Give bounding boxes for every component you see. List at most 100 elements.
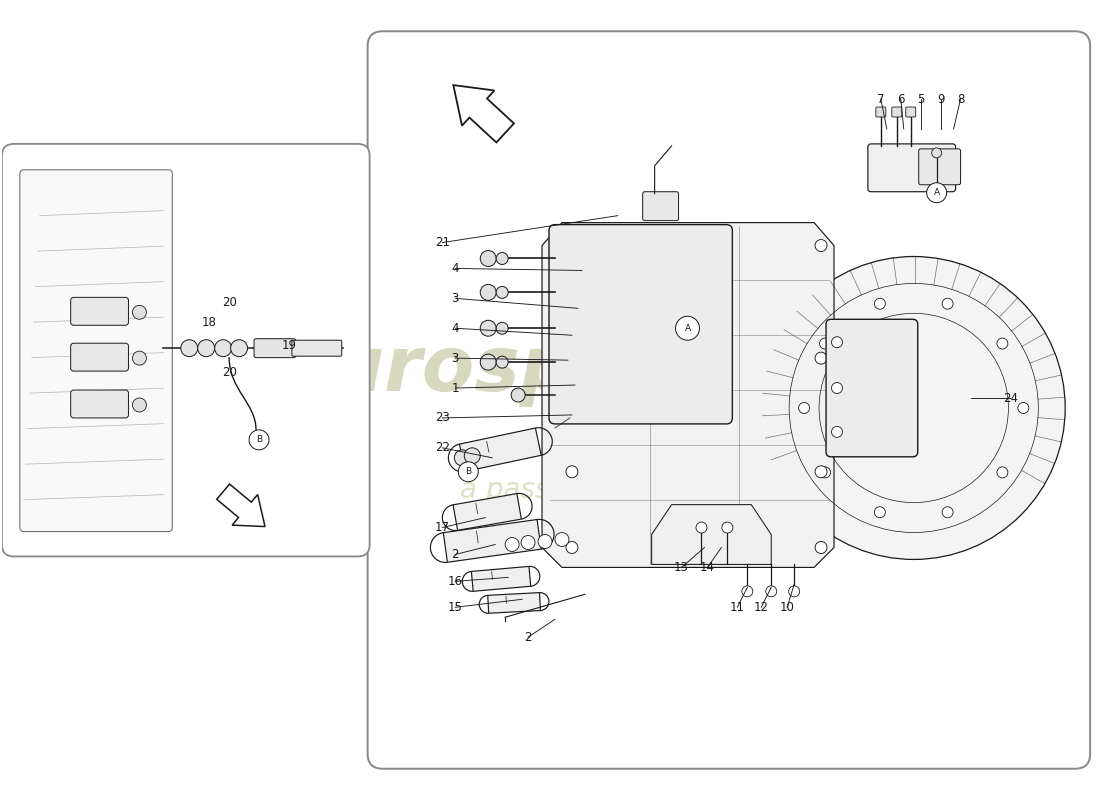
FancyBboxPatch shape	[642, 192, 679, 221]
Text: 18: 18	[201, 316, 217, 329]
FancyBboxPatch shape	[868, 144, 956, 192]
FancyBboxPatch shape	[20, 170, 173, 531]
Text: 1: 1	[452, 382, 459, 394]
Text: 20: 20	[222, 296, 236, 309]
Circle shape	[926, 182, 947, 202]
Polygon shape	[443, 519, 541, 562]
Text: 9: 9	[937, 93, 945, 106]
Text: 2: 2	[525, 630, 531, 644]
Text: 5: 5	[917, 93, 924, 106]
Circle shape	[505, 538, 519, 551]
Circle shape	[180, 340, 198, 357]
Circle shape	[942, 506, 953, 518]
Text: 17: 17	[434, 521, 450, 534]
Circle shape	[832, 337, 843, 348]
Circle shape	[942, 298, 953, 310]
Circle shape	[997, 338, 1008, 349]
Circle shape	[722, 522, 733, 533]
Circle shape	[496, 253, 508, 265]
Circle shape	[538, 534, 552, 549]
Text: a passion for parts: a passion for parts	[460, 476, 719, 504]
Text: 4: 4	[452, 262, 459, 275]
Text: 13: 13	[674, 561, 689, 574]
Polygon shape	[453, 85, 514, 142]
Circle shape	[874, 298, 886, 310]
Circle shape	[464, 448, 481, 464]
Circle shape	[565, 352, 578, 364]
FancyBboxPatch shape	[826, 319, 917, 457]
Text: 6: 6	[896, 93, 904, 106]
Text: 24: 24	[1003, 391, 1018, 405]
Text: 16: 16	[448, 575, 463, 588]
Text: 21: 21	[434, 236, 450, 249]
Text: A: A	[684, 324, 691, 333]
Circle shape	[481, 320, 496, 336]
Text: 10: 10	[780, 601, 794, 614]
Circle shape	[815, 466, 827, 478]
Circle shape	[832, 426, 843, 438]
Text: 8: 8	[957, 93, 965, 106]
Circle shape	[454, 450, 471, 466]
Circle shape	[132, 398, 146, 412]
Circle shape	[496, 356, 508, 368]
Circle shape	[132, 351, 146, 365]
FancyBboxPatch shape	[876, 107, 886, 117]
FancyBboxPatch shape	[254, 338, 296, 358]
Text: 11: 11	[729, 601, 745, 614]
Text: 2: 2	[452, 548, 459, 561]
Polygon shape	[217, 484, 265, 526]
Circle shape	[766, 586, 777, 597]
Circle shape	[481, 285, 496, 300]
Text: 22: 22	[434, 442, 450, 454]
Circle shape	[932, 148, 942, 158]
Circle shape	[762, 257, 1065, 559]
Circle shape	[815, 239, 827, 251]
FancyBboxPatch shape	[70, 343, 129, 371]
Circle shape	[565, 466, 578, 478]
Text: 1985: 1985	[901, 406, 1007, 464]
Circle shape	[231, 340, 248, 357]
Circle shape	[496, 322, 508, 334]
FancyBboxPatch shape	[70, 298, 129, 326]
Circle shape	[815, 542, 827, 554]
Text: 14: 14	[700, 561, 715, 574]
Circle shape	[132, 306, 146, 319]
Circle shape	[789, 586, 800, 597]
Polygon shape	[460, 428, 541, 471]
Circle shape	[820, 467, 830, 478]
Text: A: A	[934, 188, 939, 198]
Text: B: B	[256, 435, 262, 444]
Circle shape	[214, 340, 232, 357]
Circle shape	[521, 535, 535, 550]
Text: 23: 23	[434, 411, 450, 425]
Circle shape	[1018, 402, 1028, 414]
Circle shape	[741, 586, 752, 597]
FancyBboxPatch shape	[892, 107, 902, 117]
Circle shape	[512, 388, 525, 402]
FancyBboxPatch shape	[905, 107, 915, 117]
Polygon shape	[651, 505, 771, 565]
Circle shape	[459, 462, 478, 482]
Circle shape	[565, 239, 578, 251]
Circle shape	[556, 533, 569, 546]
Circle shape	[832, 382, 843, 394]
Text: 20: 20	[222, 366, 236, 378]
Text: B: B	[465, 467, 471, 476]
Circle shape	[696, 522, 707, 533]
Circle shape	[496, 286, 508, 298]
Text: 19: 19	[282, 338, 296, 352]
FancyBboxPatch shape	[918, 149, 960, 185]
Polygon shape	[453, 494, 521, 530]
Polygon shape	[487, 593, 540, 614]
FancyBboxPatch shape	[2, 144, 370, 557]
Circle shape	[815, 352, 827, 364]
Polygon shape	[472, 566, 530, 591]
Circle shape	[198, 340, 214, 357]
Text: 7: 7	[877, 93, 884, 106]
Text: 3: 3	[452, 292, 459, 305]
Polygon shape	[542, 222, 834, 567]
Circle shape	[249, 430, 270, 450]
FancyBboxPatch shape	[549, 225, 733, 424]
Text: 4: 4	[452, 322, 459, 334]
Circle shape	[799, 402, 810, 414]
